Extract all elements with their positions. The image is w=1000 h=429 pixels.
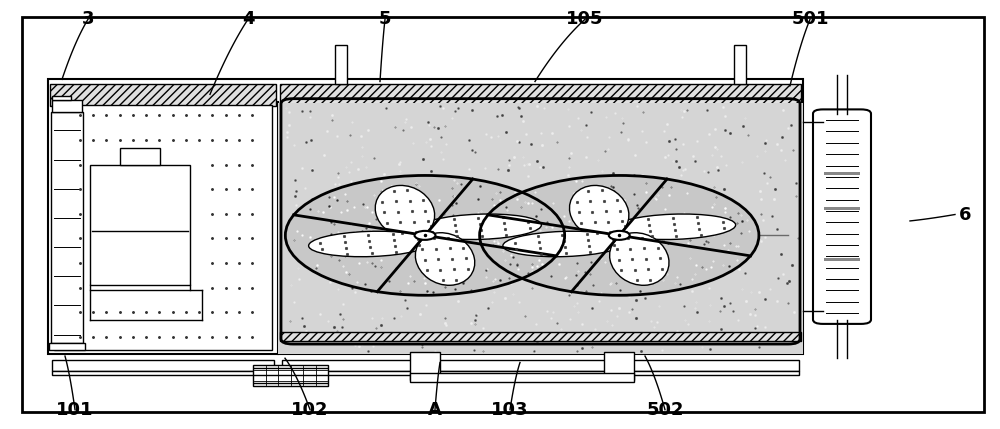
Bar xyxy=(734,45,746,84)
Ellipse shape xyxy=(610,233,669,285)
Bar xyxy=(52,100,82,112)
Text: A: A xyxy=(428,401,442,419)
Text: 6: 6 xyxy=(959,205,971,224)
Bar xyxy=(54,105,272,350)
Text: 3: 3 xyxy=(82,10,94,28)
Bar xyxy=(604,352,634,380)
Bar xyxy=(280,84,801,106)
Bar xyxy=(824,207,860,210)
Bar xyxy=(280,332,801,341)
Bar xyxy=(48,79,803,354)
Bar xyxy=(824,172,860,175)
Bar xyxy=(410,373,634,382)
Ellipse shape xyxy=(415,233,475,285)
Text: 105: 105 xyxy=(566,10,604,28)
Bar xyxy=(120,148,160,165)
Bar xyxy=(50,84,276,106)
Ellipse shape xyxy=(309,231,431,257)
Bar xyxy=(253,365,328,386)
Text: 5: 5 xyxy=(379,10,391,28)
Bar xyxy=(52,96,71,100)
Bar xyxy=(90,165,190,285)
Bar xyxy=(52,371,799,375)
Text: 4: 4 xyxy=(242,10,254,28)
FancyBboxPatch shape xyxy=(813,109,871,324)
Text: 101: 101 xyxy=(56,401,94,419)
Bar xyxy=(282,360,799,371)
Ellipse shape xyxy=(569,185,629,238)
Bar xyxy=(410,352,440,380)
Text: 103: 103 xyxy=(491,401,529,419)
Bar xyxy=(824,258,860,261)
Bar xyxy=(335,45,347,84)
Text: 501: 501 xyxy=(791,10,829,28)
Bar xyxy=(49,343,85,350)
Circle shape xyxy=(285,175,565,295)
Circle shape xyxy=(480,175,759,295)
Bar xyxy=(52,360,274,371)
Ellipse shape xyxy=(613,214,736,239)
Ellipse shape xyxy=(375,185,435,238)
Text: 502: 502 xyxy=(646,401,684,419)
Ellipse shape xyxy=(503,231,625,257)
Bar xyxy=(51,112,83,343)
Circle shape xyxy=(415,231,435,240)
Ellipse shape xyxy=(419,214,541,239)
Bar xyxy=(278,103,803,354)
Circle shape xyxy=(609,231,630,240)
Text: 102: 102 xyxy=(291,401,329,419)
